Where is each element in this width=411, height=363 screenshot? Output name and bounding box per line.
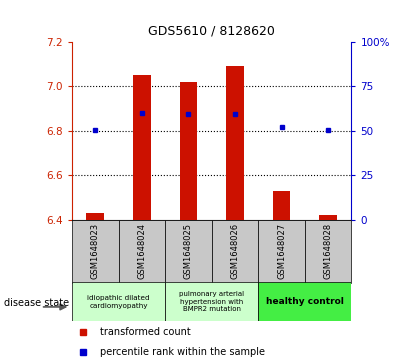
Bar [305, 220, 351, 283]
Text: disease state: disease state [4, 298, 69, 308]
Bar [319, 215, 337, 220]
Text: pulmonary arterial
hypertension with
BMPR2 mutation: pulmonary arterial hypertension with BMP… [179, 291, 244, 312]
Bar [212, 220, 258, 283]
Text: GSM1648025: GSM1648025 [184, 223, 193, 280]
Text: GSM1648026: GSM1648026 [231, 223, 240, 280]
Bar [165, 282, 258, 321]
Bar [133, 75, 151, 220]
Bar [72, 220, 118, 283]
Text: idiopathic dilated
cardiomyopathy: idiopathic dilated cardiomyopathy [87, 295, 150, 309]
Bar [165, 220, 212, 283]
Text: GSM1648023: GSM1648023 [91, 223, 100, 280]
Text: percentile rank within the sample: percentile rank within the sample [100, 347, 265, 357]
Text: GSM1648024: GSM1648024 [137, 223, 146, 280]
Bar [272, 191, 291, 220]
Bar [180, 82, 197, 220]
Bar [226, 66, 244, 220]
Text: transformed count: transformed count [100, 327, 191, 337]
Text: GSM1648027: GSM1648027 [277, 223, 286, 280]
Bar [118, 220, 165, 283]
Bar [72, 282, 165, 321]
Title: GDS5610 / 8128620: GDS5610 / 8128620 [148, 25, 275, 38]
Text: healthy control: healthy control [266, 297, 344, 306]
Bar [258, 220, 305, 283]
Text: GSM1648028: GSM1648028 [323, 223, 332, 280]
Bar [258, 282, 351, 321]
Bar [86, 213, 104, 220]
